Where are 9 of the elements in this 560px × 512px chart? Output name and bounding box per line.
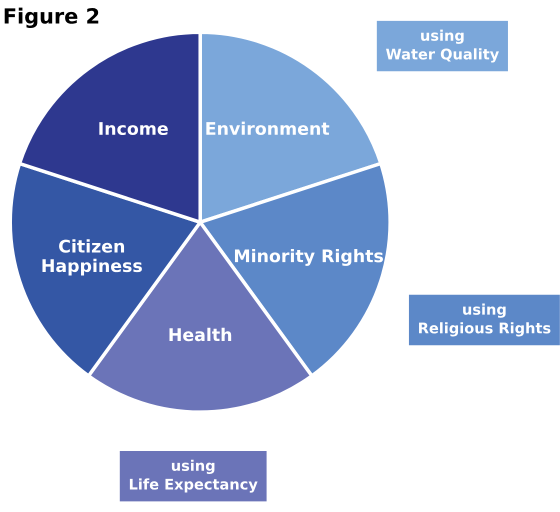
text: using Life Expectancy bbox=[130, 460, 258, 493]
text: using Religious Rights bbox=[419, 304, 550, 336]
chart-title: Figure 2 bbox=[4, 8, 98, 28]
text: using Water Quality bbox=[386, 30, 499, 63]
slice-label: Health bbox=[169, 328, 232, 342]
slice-label: Income bbox=[99, 122, 168, 136]
slice-label: Environment bbox=[206, 122, 330, 136]
slice-label: Citizen Happiness bbox=[42, 239, 142, 276]
slice-label: Minority Rights bbox=[234, 248, 383, 266]
